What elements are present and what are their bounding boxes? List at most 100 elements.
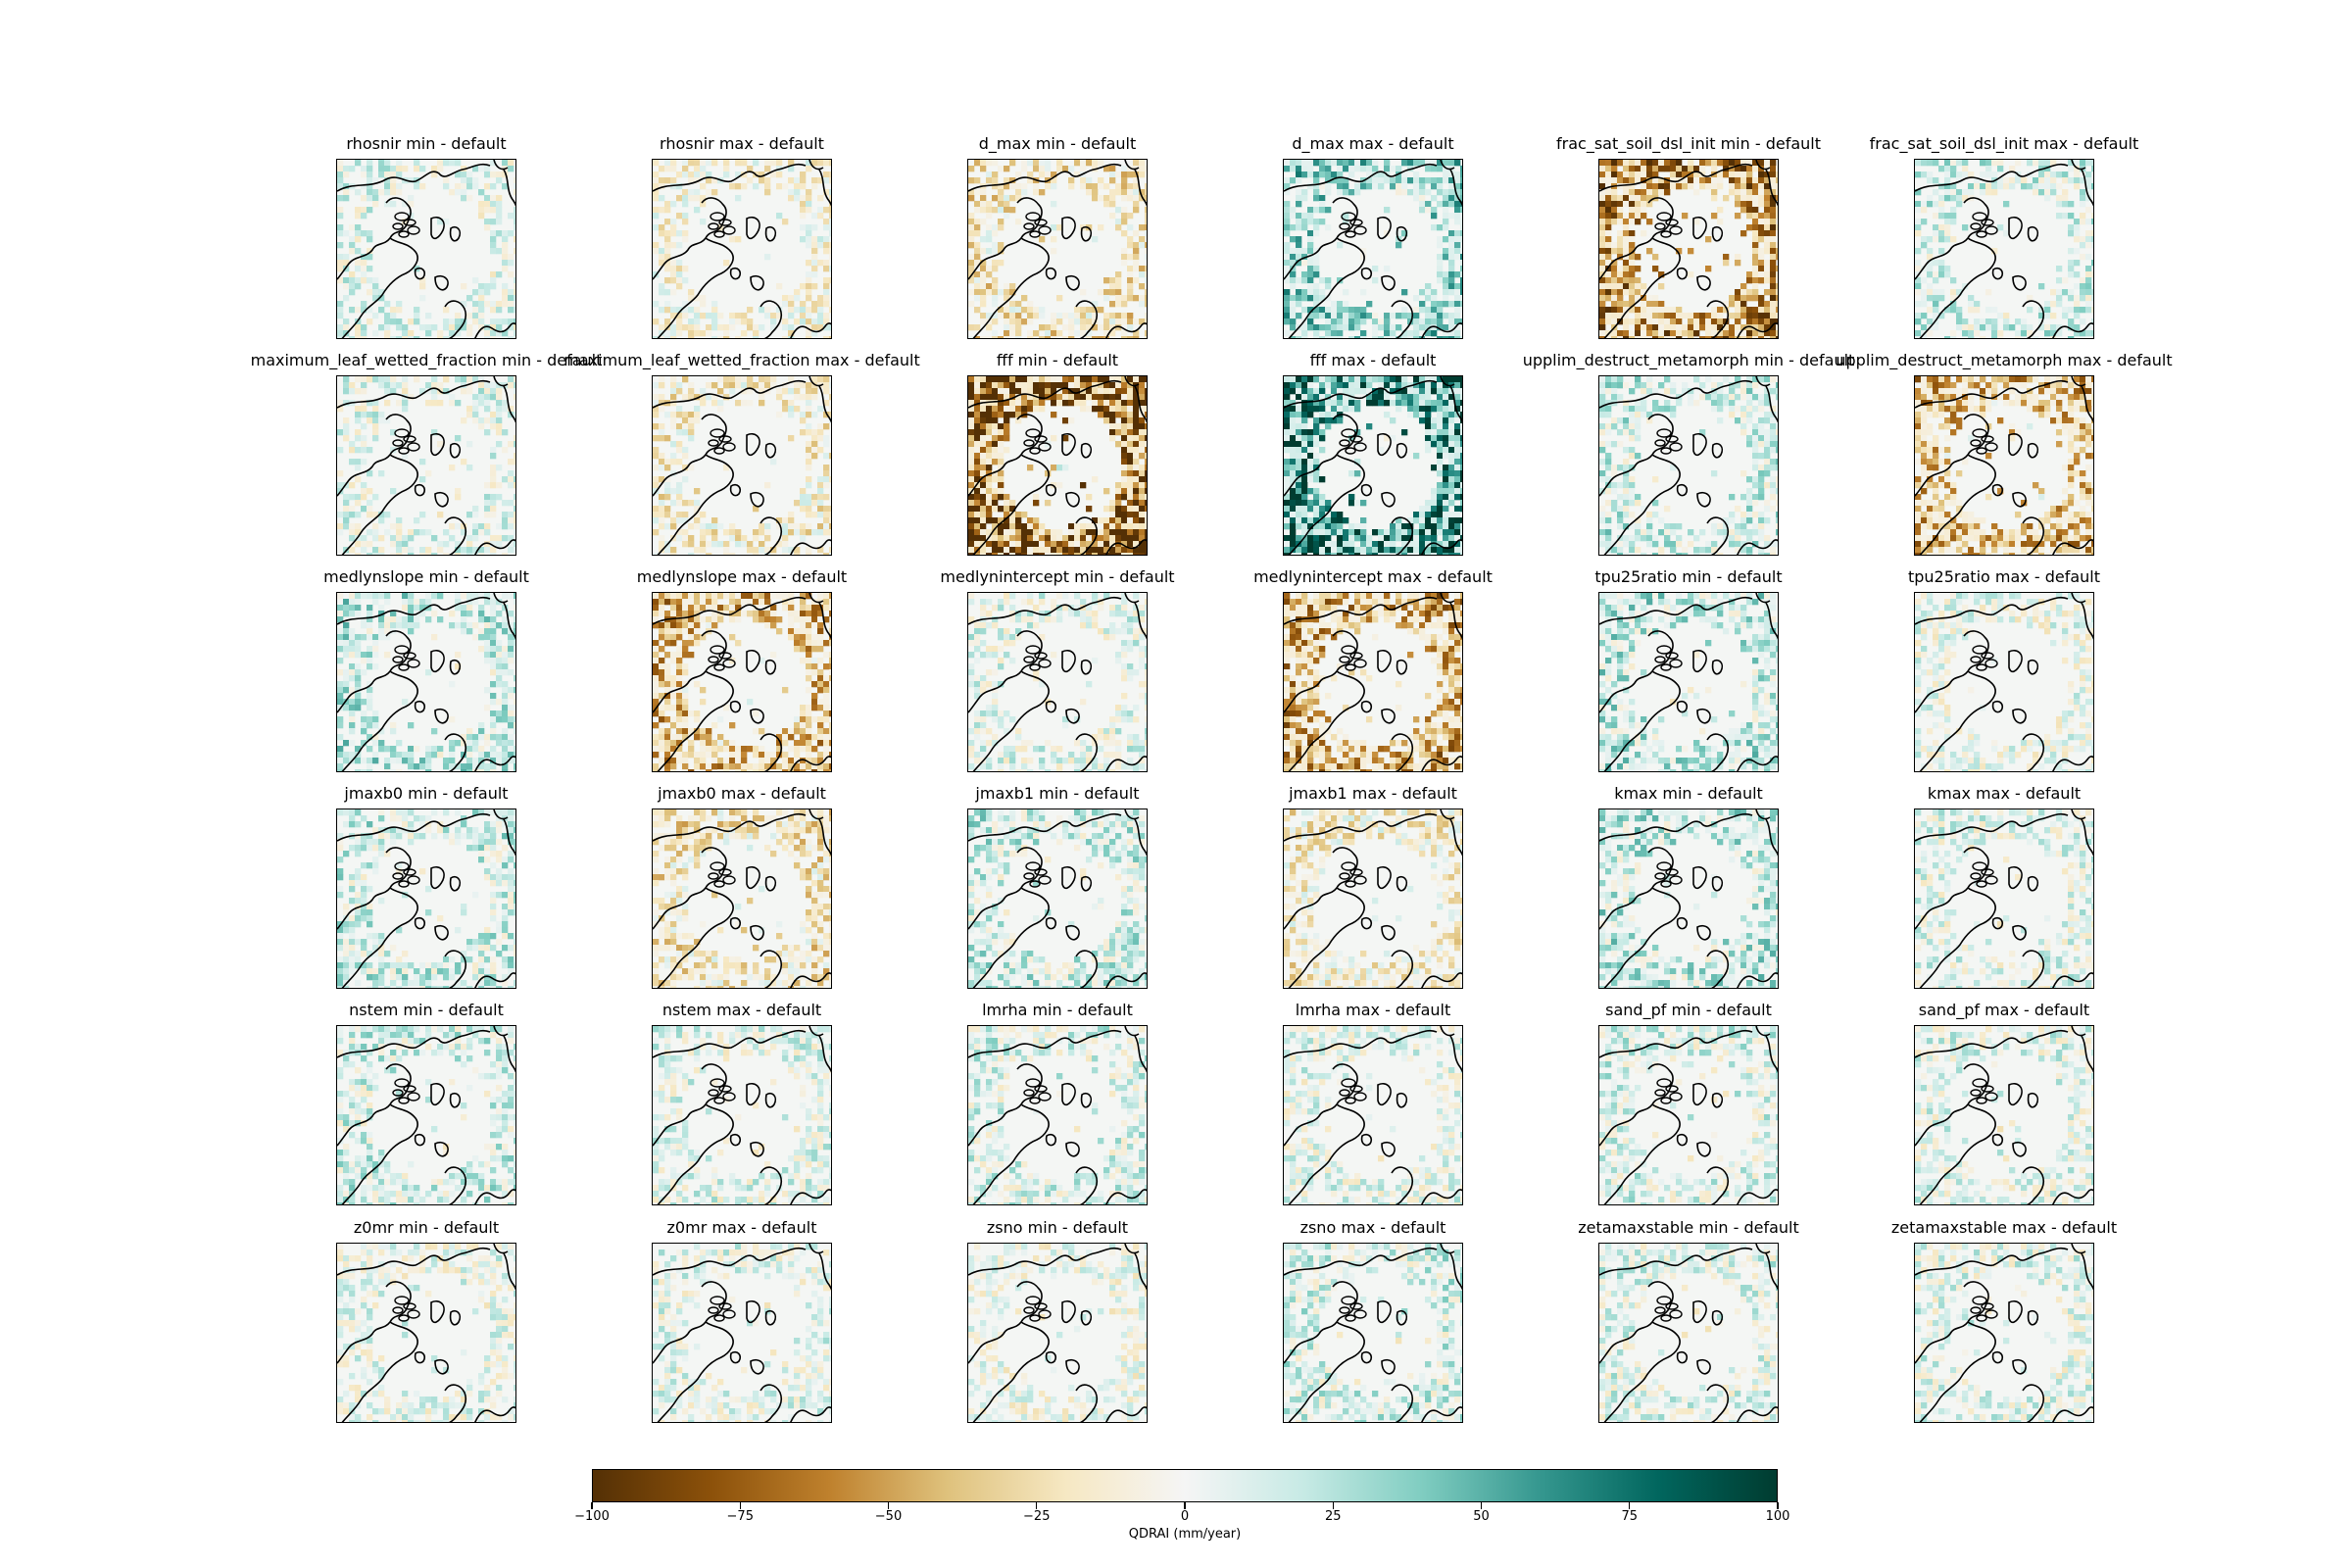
heatmap-cell [717, 336, 724, 338]
heatmap-cell [384, 388, 391, 395]
heatmap-cell [1325, 324, 1332, 331]
heatmap-cell [443, 529, 450, 536]
heatmap-cell [1729, 313, 1736, 319]
heatmap-cell [1611, 207, 1618, 214]
heatmap-cell [431, 535, 438, 542]
heatmap-cell [1331, 394, 1338, 401]
heatmap-cell [1752, 248, 1759, 255]
heatmap-cell [1915, 301, 1922, 308]
heatmap-cell [508, 213, 514, 220]
heatmap-cell [337, 183, 344, 190]
heatmap-cell [1296, 242, 1302, 249]
heatmap-cell [1740, 160, 1747, 167]
heatmap-cell [502, 172, 509, 178]
heatmap-cell [1284, 494, 1291, 501]
heatmap-cell [1290, 324, 1297, 331]
heatmap-cell [1437, 166, 1444, 172]
heatmap-cell [390, 553, 397, 555]
heatmap-cell [817, 324, 824, 331]
heatmap-cell [764, 523, 771, 530]
heatmap-cell [823, 260, 830, 267]
heatmap-cell [1313, 523, 1320, 530]
heatmap-cell [1004, 195, 1010, 202]
heatmap-cell [700, 512, 707, 518]
heatmap-cell [1740, 394, 1747, 401]
heatmap-cell [372, 535, 379, 542]
heatmap-cell [378, 547, 385, 554]
heatmap-cell [1301, 307, 1308, 314]
heatmap-cell [1307, 271, 1314, 278]
heatmap-cell [1729, 324, 1736, 331]
heatmap-cell [676, 529, 683, 536]
heatmap-cell [1670, 324, 1677, 331]
heatmap-cell [1623, 417, 1630, 424]
heatmap-cell [1325, 535, 1332, 542]
heatmap-cell [800, 417, 807, 424]
heatmap-cell [1301, 219, 1308, 225]
heatmap-cell [343, 382, 350, 389]
heatmap-cell [425, 547, 432, 554]
heatmap-cell [676, 429, 683, 436]
heatmap-cell [2068, 201, 2075, 208]
heatmap-cell [1296, 394, 1302, 401]
heatmap-cell [782, 388, 789, 395]
heatmap-cell [682, 429, 689, 436]
heatmap-cell [508, 336, 514, 338]
heatmap-cell [1699, 394, 1706, 401]
heatmap-cell [1599, 388, 1606, 395]
heatmap-cell [1325, 412, 1332, 418]
heatmap-cell [372, 406, 379, 413]
heatmap-cell [1290, 236, 1297, 243]
heatmap-cell [688, 541, 695, 548]
heatmap-cell [1325, 500, 1332, 507]
heatmap-cell [682, 541, 689, 548]
heatmap-cell [1735, 289, 1741, 296]
heatmap-cell [1599, 447, 1606, 454]
map-heatmap [1599, 376, 1778, 555]
coastline [337, 163, 491, 192]
heatmap-cell [1758, 160, 1765, 167]
heatmap-cell [1109, 172, 1116, 178]
heatmap-cell [1623, 283, 1630, 290]
heatmap-cell [390, 313, 397, 319]
heatmap-cell [1284, 318, 1291, 325]
heatmap-cell [770, 376, 777, 383]
heatmap-cell [694, 417, 701, 424]
heatmap-cell [1033, 166, 1040, 172]
heatmap-cell [664, 242, 671, 249]
heatmap-cell [396, 318, 403, 325]
heatmap-cell [1599, 189, 1606, 196]
heatmap-cell [817, 523, 824, 530]
heatmap-cell [1623, 423, 1630, 430]
heatmap-cell [992, 207, 999, 214]
heatmap-cell [1658, 166, 1665, 172]
heatmap-cell [1354, 388, 1361, 395]
island-outline [1353, 442, 1367, 452]
heatmap-cell [1413, 406, 1420, 413]
heatmap-cell [992, 535, 999, 542]
heatmap-cell [806, 453, 812, 460]
heatmap-cell [1337, 406, 1344, 413]
heatmap-cell [1009, 330, 1016, 337]
heatmap-cell [1062, 400, 1069, 407]
heatmap-cell [1133, 476, 1140, 483]
heatmap-cell [1629, 435, 1636, 442]
heatmap-cell [1985, 160, 1992, 167]
heatmap-cell [968, 429, 975, 436]
heatmap-cell [806, 423, 812, 430]
heatmap-cell [1109, 429, 1116, 436]
heatmap-cell [1366, 301, 1373, 308]
heatmap-cell [1290, 517, 1297, 524]
heatmap-cell [1407, 529, 1414, 536]
heatmap-cell [1723, 260, 1730, 267]
heatmap-cell [1092, 541, 1099, 548]
heatmap-cell [1127, 224, 1134, 231]
heatmap-cell [1454, 535, 1461, 542]
heatmap-cell [1337, 376, 1344, 383]
heatmap-cell [1413, 512, 1420, 518]
heatmap-cell [1635, 330, 1642, 337]
heatmap-cell [829, 476, 831, 483]
heatmap-cell [1080, 406, 1087, 413]
heatmap-cell [974, 529, 981, 536]
heatmap-cell [355, 324, 362, 331]
